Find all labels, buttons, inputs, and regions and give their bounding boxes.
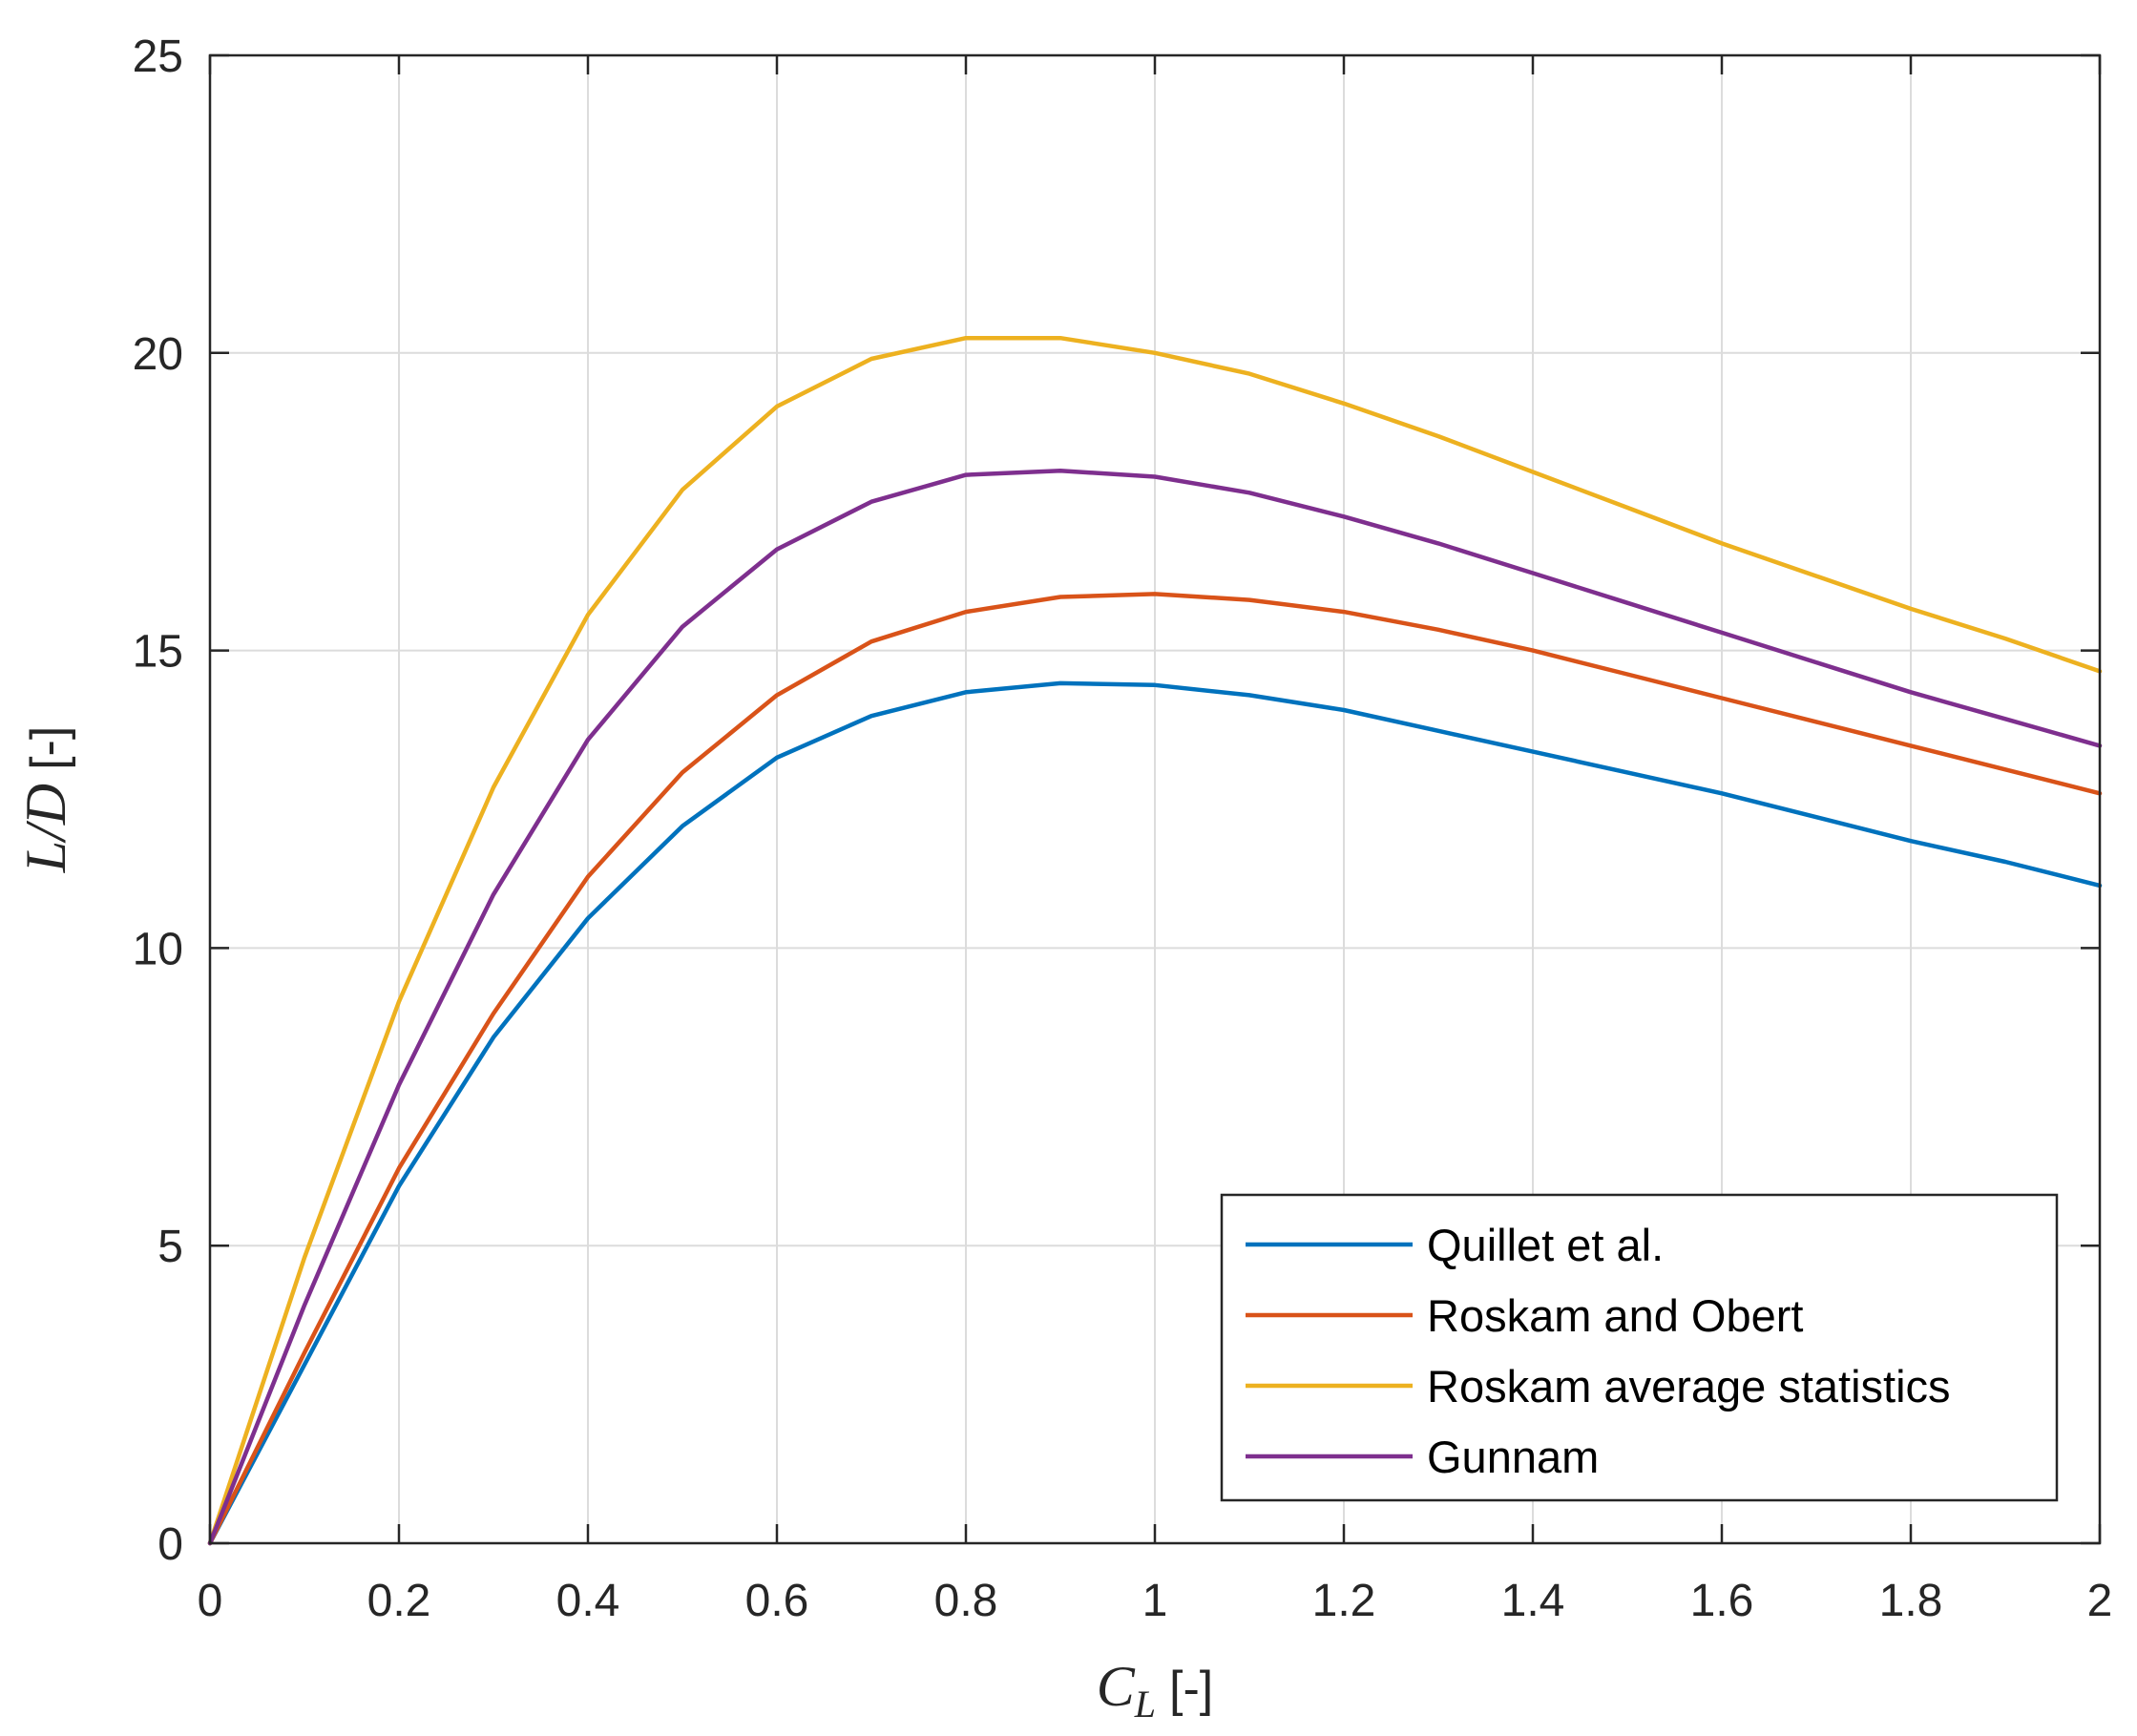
legend-label: Gunnam [1427,1432,1599,1482]
y-tick-label: 25 [133,31,183,82]
y-axis-label: L/D [-] [14,726,77,874]
y-axis-label-unit: [-] [21,726,76,770]
x-tick-labels: 0 0.2 0.4 0.6 0.8 1 1.2 1.4 1.6 1.8 2 [198,1576,2113,1626]
y-tick-label: 10 [133,924,183,974]
legend-label: Roskam average statistics [1427,1361,1951,1412]
x-tick-label: 1.4 [1501,1576,1565,1626]
x-tick-label: 0.8 [934,1576,998,1626]
series-line-0 [207,680,2103,1546]
legend-items: Quillet et al. Roskam and Obert Roskam ave… [1246,1220,1951,1482]
legend: Quillet et al. Roskam and Obert Roskam ave… [1220,1193,2059,1502]
y-tick-labels: 0 5 10 15 20 25 [133,31,183,1570]
x-axis-label-sub: L [1134,1683,1156,1726]
legend-label: Roskam and Obert [1427,1290,1803,1341]
x-tick-label: 1.8 [1879,1576,1943,1626]
x-tick-label: 1 [1142,1576,1168,1626]
x-tick-label: 2 [2087,1576,2113,1626]
x-tick-label: 1.2 [1312,1576,1376,1626]
x-axis-label-unit: [-] [1169,1662,1213,1717]
x-tick-label: 0.2 [367,1576,431,1626]
series-line-3 [207,469,2103,1546]
x-tick-label: 0 [198,1576,223,1626]
x-axis-label: CL [-] [1097,1655,1214,1726]
legend-label: Quillet et al. [1427,1220,1664,1270]
y-tick-label: 0 [157,1519,183,1570]
y-tick-label: 5 [157,1222,183,1272]
series-line-1 [207,592,2103,1546]
y-tick-label: 15 [133,627,183,678]
y-tick-label: 20 [133,329,183,380]
y-axis-label-var: L/D [14,784,77,873]
axis-ticks [208,53,2102,1545]
series-line-2 [207,335,2103,1546]
x-tick-label: 0.4 [556,1576,620,1626]
x-tick-label: 0.6 [745,1576,809,1626]
x-tick-label: 1.6 [1690,1576,1754,1626]
series-lines [207,335,2103,1546]
x-axis-label-var: C [1097,1655,1136,1718]
